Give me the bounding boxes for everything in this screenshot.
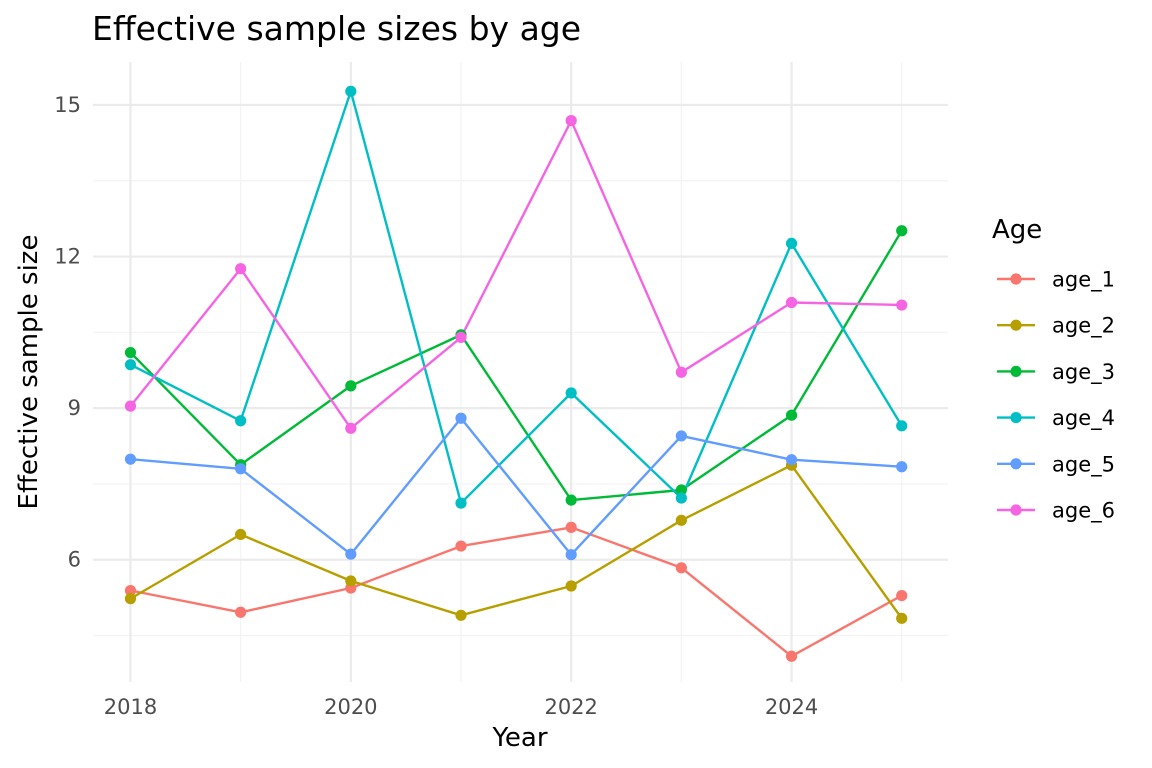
y-tick-label: 9 [68, 396, 81, 420]
legend-label: age_2 [1052, 314, 1115, 339]
data-point-age-4 [124, 359, 137, 371]
y-tick-label: 15 [54, 93, 81, 117]
data-point-age-1 [124, 584, 137, 597]
series-line-age-3 [129, 230, 903, 502]
data-point-age-6 [235, 263, 247, 275]
data-point-age-2 [455, 609, 467, 621]
x-axis-title: Year [491, 723, 547, 753]
legend-key-point [1010, 365, 1022, 377]
legend-key-point [1010, 319, 1022, 331]
data-point-age-4 [565, 387, 577, 399]
data-point-age-2 [235, 528, 247, 541]
series-points [124, 85, 908, 662]
data-point-age-6 [785, 296, 798, 309]
x-tick-label: 2020 [324, 695, 377, 719]
series-line-age-6 [129, 119, 902, 430]
data-point-age-4 [235, 415, 247, 427]
legend-key-point [1010, 412, 1022, 424]
data-point-age-3 [124, 346, 137, 359]
y-tick-label: 6 [68, 548, 81, 572]
series-lines [129, 90, 903, 658]
chart-title: Effective sample sizes by age [92, 9, 581, 48]
data-point-age-6 [455, 331, 467, 343]
data-point-age-6 [565, 115, 577, 127]
data-point-age-6 [124, 400, 137, 412]
x-tick-label: 2024 [765, 695, 818, 719]
data-point-age-3 [675, 484, 687, 496]
data-point-age-3 [345, 380, 357, 392]
data-point-age-4 [896, 420, 908, 432]
y-tick-label: 12 [54, 245, 81, 269]
data-point-age-5 [345, 548, 357, 560]
data-point-age-4 [345, 85, 357, 97]
y-axis-title: Effective sample size [14, 235, 44, 510]
legend-label: age_6 [1052, 499, 1115, 524]
data-point-age-6 [345, 422, 357, 434]
data-point-age-5 [896, 461, 908, 473]
data-point-age-2 [565, 580, 577, 592]
data-point-age-3 [785, 409, 798, 421]
data-point-age-2 [675, 514, 687, 526]
series-line-age-2 [129, 464, 903, 620]
data-point-age-4 [455, 497, 467, 509]
legend-key-point [1010, 458, 1022, 470]
data-point-age-3 [896, 225, 908, 237]
data-point-age-5 [565, 549, 577, 561]
x-tick-label: 2022 [544, 695, 597, 719]
x-axis-ticks: 2018 2020 2022 2024 [104, 695, 819, 719]
legend-key-point [1010, 504, 1022, 516]
data-point-age-1 [565, 521, 577, 533]
data-point-age-5 [675, 430, 687, 442]
data-point-age-1 [896, 589, 908, 602]
series-line-age-5 [130, 417, 902, 556]
data-point-age-5 [455, 412, 467, 424]
data-point-age-1 [675, 562, 687, 574]
data-point-age-6 [896, 299, 908, 311]
legend: Age age_1 age_2 age_3 age_4 age_5 age_6 [992, 215, 1115, 524]
data-point-age-4 [675, 492, 687, 504]
data-point-age-2 [896, 612, 908, 624]
legend-label: age_4 [1052, 406, 1115, 431]
data-point-age-2 [345, 575, 357, 587]
legend-key-point [1010, 273, 1022, 285]
legend-label: age_1 [1052, 268, 1115, 293]
series-line-age-1 [130, 526, 903, 658]
data-point-age-5 [785, 454, 798, 466]
legend-title: Age [992, 215, 1042, 245]
data-point-age-1 [235, 606, 247, 618]
data-point-age-2 [124, 593, 137, 605]
data-point-age-1 [785, 650, 798, 662]
data-point-age-1 [455, 540, 467, 552]
y-axis-ticks: 6 9 12 15 [54, 93, 81, 572]
data-point-age-3 [565, 494, 577, 506]
data-point-age-6 [675, 366, 687, 378]
data-point-age-5 [124, 453, 137, 465]
x-tick-label: 2018 [104, 695, 157, 719]
data-point-age-4 [785, 237, 798, 250]
data-point-age-5 [235, 463, 247, 475]
legend-label: age_5 [1052, 452, 1115, 477]
legend-label: age_3 [1052, 360, 1115, 385]
grid-lines [93, 62, 948, 682]
series-line-age-4 [129, 90, 903, 505]
